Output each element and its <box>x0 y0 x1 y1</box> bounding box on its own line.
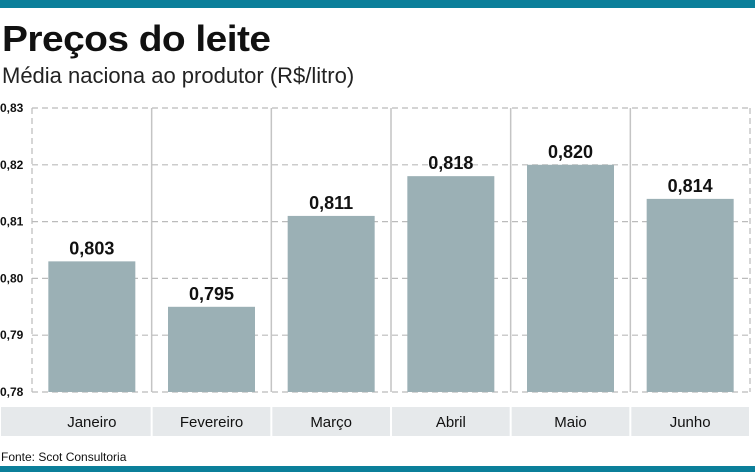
bar-março <box>287 215 375 392</box>
category-cell <box>631 407 749 436</box>
data-label: 0,814 <box>668 176 713 196</box>
category-cell <box>511 407 630 436</box>
y-tick-label: 0,80 <box>0 271 24 285</box>
bar-maio <box>527 164 614 392</box>
bar-junho <box>646 198 734 392</box>
y-tick-label: 0,82 <box>0 158 24 172</box>
chart-title: Preços do leite <box>2 18 271 59</box>
bar-fevereiro <box>168 306 255 392</box>
x-category-label: Abril <box>436 414 466 431</box>
x-category-label: Março <box>310 414 352 431</box>
bar-abril <box>407 176 495 392</box>
y-tick-label: 0,83 <box>0 101 24 115</box>
category-cell <box>1 407 151 436</box>
chart-subtitle: Média naciona ao produtor (R$/litro) <box>2 63 355 88</box>
x-category-label: Junho <box>670 414 711 431</box>
category-cell <box>392 407 510 436</box>
bottom-accent-bar <box>0 466 755 472</box>
y-tick-label: 0,81 <box>0 215 24 229</box>
data-label: 0,795 <box>189 284 234 304</box>
x-category-label: Maio <box>554 414 587 431</box>
x-category-label: Janeiro <box>67 414 116 431</box>
data-label: 0,803 <box>69 238 114 258</box>
category-cell <box>272 407 390 436</box>
top-accent-bar <box>0 0 755 8</box>
x-category-label: Fevereiro <box>180 414 243 431</box>
category-cell <box>152 407 271 436</box>
data-label: 0,820 <box>548 142 593 162</box>
y-tick-label: 0,78 <box>0 385 24 399</box>
source-note: Fonte: Scot Consultoria <box>1 450 127 464</box>
bar-janeiro <box>48 261 136 392</box>
data-label: 0,818 <box>428 153 473 173</box>
data-label: 0,811 <box>309 193 353 213</box>
y-tick-label: 0,79 <box>0 328 24 342</box>
